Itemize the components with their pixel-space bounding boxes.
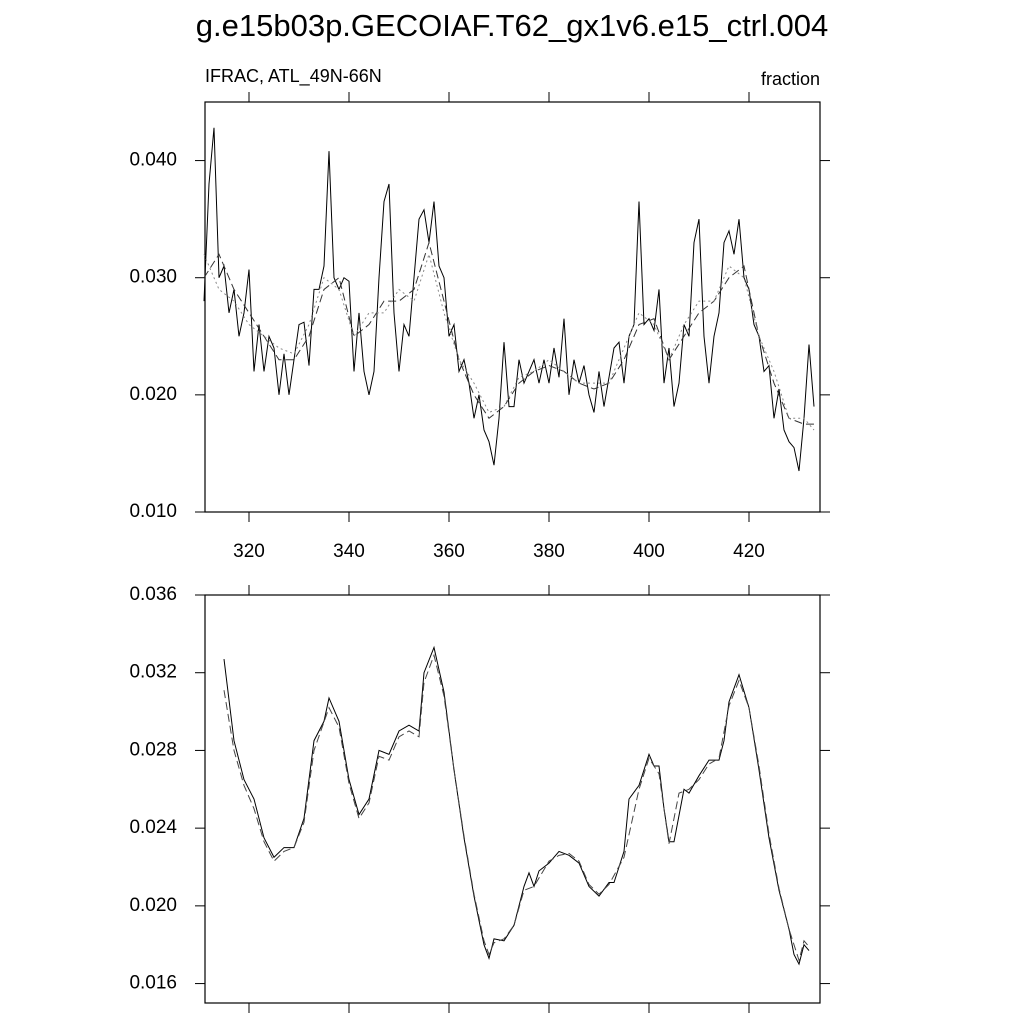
series-line (223, 653, 810, 963)
x-tick-label: 380 (533, 541, 565, 562)
plot-frame (204, 101, 821, 513)
y-tick-label: 0.036 (129, 584, 177, 605)
series-line (203, 252, 815, 431)
y-tick-label: 0.020 (129, 384, 177, 405)
y-tick-label: 0.020 (129, 895, 177, 916)
x-tick-label: 320 (233, 541, 265, 562)
units-label: fraction (761, 69, 820, 89)
chart-subtitle: IFRAC, ATL_49N-66N (205, 66, 382, 87)
y-tick-label: 0.040 (129, 150, 177, 171)
x-tick-label: 400 (633, 541, 665, 562)
y-tick-label: 0.010 (129, 501, 177, 522)
x-tick-label: 340 (333, 541, 365, 562)
y-tick-label: 0.016 (129, 973, 177, 994)
y-tick-label: 0.024 (129, 817, 177, 838)
plot-frame (204, 594, 821, 1004)
y-tick-label: 0.032 (129, 662, 177, 683)
x-tick-label: 360 (433, 541, 465, 562)
series-line (223, 645, 810, 966)
series-line (203, 127, 815, 472)
series-line (203, 240, 814, 425)
chart-title: g.e15b03p.GECOIAF.T62_gx1v6.e15_ctrl.004 (196, 8, 828, 43)
y-tick-label: 0.030 (129, 267, 177, 288)
x-tick-label: 420 (733, 541, 765, 562)
y-tick-label: 0.028 (129, 739, 177, 760)
